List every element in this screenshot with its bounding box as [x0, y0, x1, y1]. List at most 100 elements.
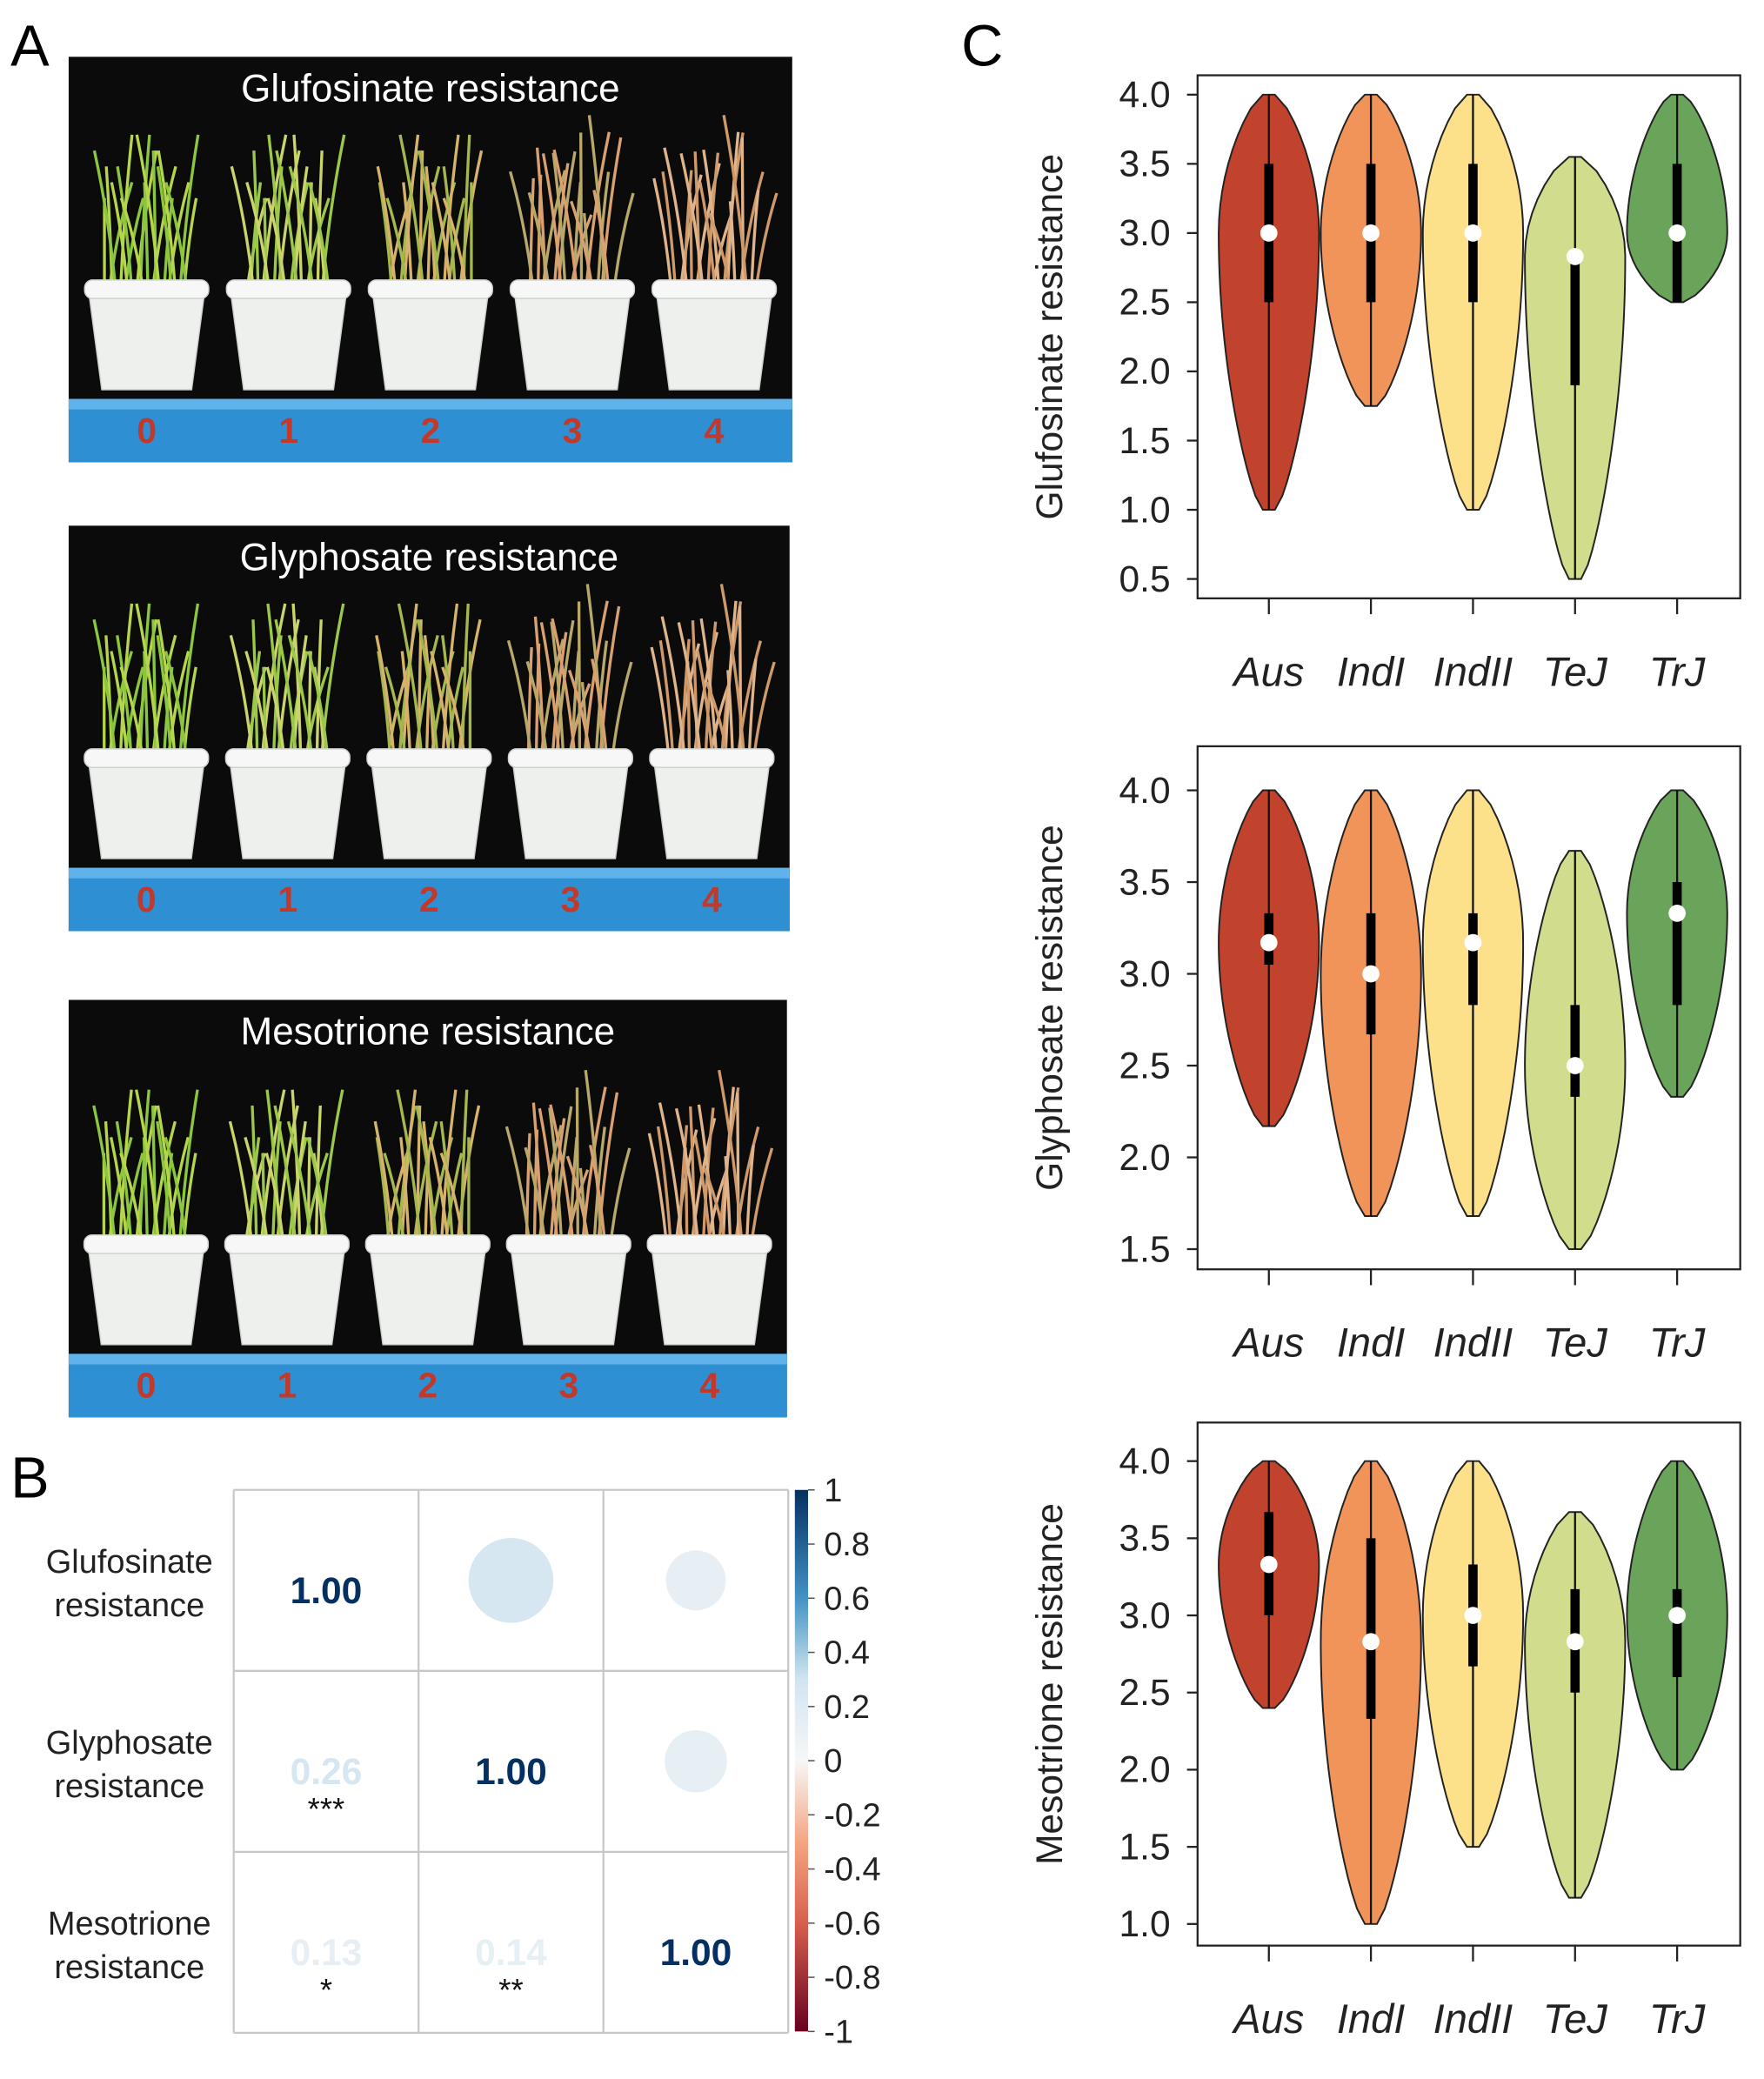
colorbar-tick-label: -0.6 [824, 1906, 880, 1942]
median-dot [1464, 933, 1482, 952]
median-dot [1668, 1607, 1686, 1624]
median-dot [1464, 1607, 1482, 1624]
grass-blade [398, 134, 425, 297]
pot [370, 759, 488, 859]
y-tick-label: 2.0 [1119, 1750, 1171, 1791]
grass-blade [157, 618, 177, 766]
score-label: 1 [278, 411, 298, 451]
colorbar-tick-label: 0 [824, 1743, 842, 1780]
grass-blade [533, 616, 546, 766]
shelf-edge [68, 398, 792, 410]
shelf-edge [68, 1354, 787, 1365]
grass-blade [719, 584, 746, 766]
y-tick-label: 3.0 [1119, 1595, 1171, 1636]
x-tick-label: TrJ [1649, 648, 1706, 694]
pot [228, 1245, 346, 1346]
grass-blade [535, 147, 548, 297]
y-tick-label: 2.5 [1119, 1673, 1171, 1714]
grass-blade [457, 618, 482, 766]
score-label: 3 [558, 1366, 578, 1406]
grass-blade [551, 618, 578, 766]
grass-blade [658, 1102, 685, 1253]
pot-rim [649, 748, 775, 768]
plot-frame [1196, 74, 1741, 599]
colorbar-tick-label: 1 [824, 1473, 842, 1509]
score-label: 2 [420, 411, 440, 451]
correlation-value: 0.26 [291, 1752, 363, 1793]
photo-title: Glyphosate resistance [240, 536, 618, 578]
score-label: 2 [418, 1366, 438, 1406]
grass-blade [177, 1089, 199, 1253]
pot-rim [84, 748, 210, 768]
x-tick-label: Aus [1231, 648, 1304, 694]
grass-blade [587, 115, 607, 297]
median-dot [1566, 1057, 1584, 1074]
score-label: 3 [560, 879, 580, 919]
y-tick-label: 1.0 [1119, 490, 1171, 531]
x-tick-label: Aus [1231, 1995, 1304, 2042]
photo: Glufosinate resistance 0 1 2 3 4 [68, 57, 792, 463]
score-label: 0 [137, 1366, 157, 1406]
grass-blade [266, 603, 283, 766]
photo: Glyphosate resistance 0 1 2 3 4 [68, 525, 790, 932]
panel-label: A [10, 14, 50, 78]
pot [87, 290, 206, 391]
colorbar-tick-label: 0.8 [824, 1527, 870, 1563]
pot-rim [505, 1233, 631, 1254]
grass-blade [584, 1069, 604, 1253]
shelf-edge [68, 867, 790, 879]
y-tick-label: 3.5 [1119, 144, 1171, 185]
x-tick-label: IndII [1433, 1320, 1513, 1366]
x-tick-label: TrJ [1649, 1320, 1706, 1366]
score-label: 1 [277, 1366, 297, 1406]
median-dot [1566, 1633, 1584, 1651]
x-tick-label: Aus [1231, 1320, 1304, 1366]
grass-blade [415, 1105, 439, 1253]
y-tick-label: 4.0 [1119, 75, 1171, 116]
significance: * [320, 1972, 332, 2008]
grass-blade [738, 606, 743, 766]
pot [652, 759, 772, 859]
y-tick-label: 0.5 [1119, 559, 1171, 600]
correlation-circle [468, 1538, 554, 1623]
pot-rim [224, 1233, 351, 1254]
row-label: Mesotrione [48, 1906, 211, 1942]
correlation-value: 1.00 [475, 1752, 547, 1793]
y-tick-label: 4.0 [1119, 771, 1171, 812]
y-tick-label: 3.5 [1119, 862, 1171, 903]
grass-blade [660, 616, 687, 766]
row-label: Glufosinate [46, 1544, 213, 1581]
y-axis-title: Mesotrione resistance [1030, 1503, 1071, 1865]
median-dot [1362, 1633, 1380, 1651]
median-dot [1260, 224, 1278, 242]
pot-rim [83, 1233, 210, 1254]
score-label: 2 [419, 879, 439, 919]
grass-blade [274, 618, 299, 766]
pot [650, 1245, 769, 1346]
row-label: Glyphosate [46, 1725, 213, 1761]
pot [87, 759, 205, 859]
score-label: 4 [702, 879, 722, 919]
x-tick-label: IndI [1337, 1995, 1405, 2042]
grass-blade [718, 1069, 745, 1253]
pot-rim [84, 279, 210, 299]
grass-blade [292, 134, 304, 297]
score-label: 0 [137, 879, 157, 919]
grass-blade [552, 149, 579, 297]
correlation-value: 1.00 [291, 1571, 363, 1612]
y-tick-label: 3.0 [1119, 954, 1171, 995]
grass-blade [577, 601, 582, 766]
grass-blade [397, 603, 424, 766]
grass-blade [273, 1105, 298, 1253]
x-tick-label: TeJ [1543, 1995, 1608, 2042]
x-tick-label: IndI [1337, 1320, 1405, 1366]
pot [230, 290, 348, 391]
correlation-value: 0.14 [475, 1933, 547, 1974]
x-tick-label: TeJ [1543, 648, 1608, 694]
photo-title: Mesotrione resistance [241, 1011, 616, 1053]
pot-rim [367, 279, 493, 299]
plot-frame [1196, 1421, 1741, 1947]
median-dot [1260, 933, 1278, 952]
grass-blade [722, 115, 749, 297]
